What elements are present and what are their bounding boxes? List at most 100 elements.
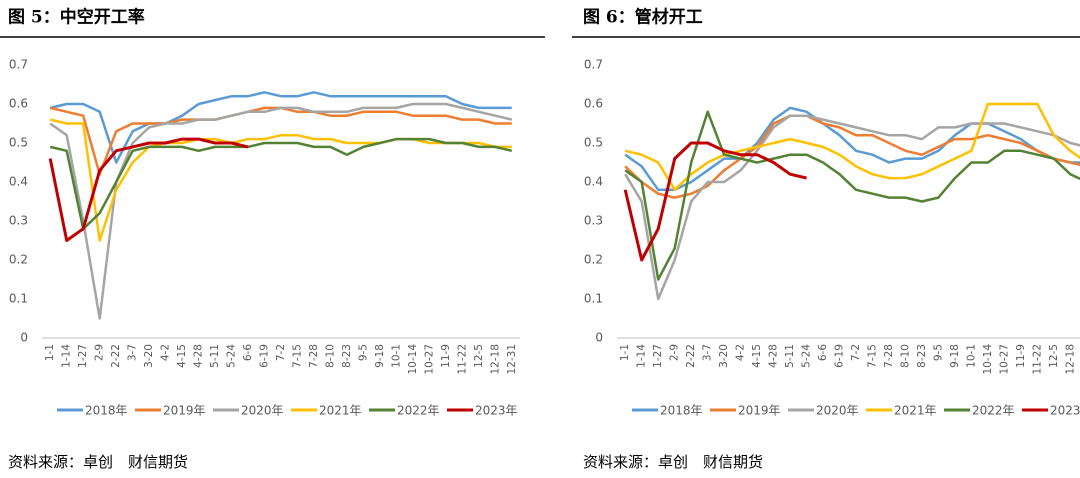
x-tick-label: 12-5 [1048, 344, 1060, 368]
legend-label: 2023年 [1050, 404, 1080, 418]
x-tick-label: 4-2 [160, 344, 172, 361]
y-tick-label: 0.1 [9, 292, 28, 306]
legend-label: 2022年 [972, 404, 1015, 418]
y-tick-label: 0.6 [9, 97, 28, 111]
y-tick-label: 0.7 [9, 58, 28, 72]
x-tick-label: 11-9 [440, 344, 452, 368]
source-note: 资料来源：卓创 财信期货 [583, 453, 763, 471]
series-line [49, 137, 513, 231]
legend-label: 2023年 [475, 404, 518, 418]
series-line [623, 141, 807, 262]
x-tick-label: 9-18 [374, 344, 386, 368]
x-tick-label: 5-11 [784, 344, 796, 368]
x-tick-label: 7-28 [308, 344, 320, 368]
legend-label: 2021年 [894, 404, 937, 418]
x-tick-label: 8-10 [324, 344, 336, 368]
x-tick-label: 8-23 [341, 344, 353, 368]
x-tick-label: 6-6 [817, 344, 829, 361]
x-tick-label: 10-14 [407, 344, 419, 375]
x-tick-label: 11-22 [456, 344, 468, 375]
y-tick-label: 0 [595, 331, 603, 345]
y-tick-label: 0.7 [584, 58, 603, 72]
legend-label: 2018年 [660, 404, 703, 418]
y-tick-label: 0.4 [584, 175, 603, 189]
x-tick-label: 5-11 [209, 344, 221, 368]
x-tick-label: 2-22 [110, 344, 122, 368]
x-tick-label: 7-15 [291, 344, 303, 368]
x-tick-label: 5-24 [801, 344, 813, 368]
x-tick-label: 2-9 [94, 344, 106, 361]
legend-label: 2018年 [85, 404, 128, 418]
series-line [624, 110, 1080, 281]
series-line [49, 102, 513, 320]
x-tick-label: 6-6 [242, 344, 254, 361]
y-tick-label: 0.1 [584, 292, 603, 306]
x-tick-label: 4-2 [735, 344, 747, 361]
x-tick-label: 4-28 [193, 344, 205, 368]
x-tick-label: 9-18 [949, 344, 961, 368]
x-tick-label: 11-22 [1031, 344, 1043, 375]
x-tick-label: 1-14 [636, 344, 648, 368]
series-line [624, 106, 1080, 192]
y-tick-label: 0.2 [9, 253, 28, 267]
chart-title: 图 5：中空开工率 [8, 7, 145, 28]
x-tick-label: 12-18 [489, 344, 501, 375]
series-line [48, 137, 249, 242]
x-tick-label: 8-10 [899, 344, 911, 368]
x-tick-label: 9-5 [357, 344, 369, 361]
legend-label: 2020年 [241, 404, 284, 418]
legend-label: 2019年 [163, 404, 206, 418]
x-tick-label: 10-1 [965, 344, 977, 368]
legend-label: 2021年 [319, 404, 362, 418]
x-tick-label: 5-24 [226, 344, 238, 368]
y-tick-label: 0 [20, 331, 28, 345]
x-tick-label: 12-5 [473, 344, 485, 368]
series-line [624, 114, 1080, 301]
x-tick-label: 1-1 [44, 344, 56, 361]
x-tick-label: 6-19 [259, 344, 271, 368]
x-tick-label: 6-19 [834, 344, 846, 368]
x-tick-label: 4-28 [768, 344, 780, 368]
x-tick-label: 7-2 [275, 344, 287, 361]
x-tick-label: 7-28 [883, 344, 895, 368]
x-tick-label: 1-1 [619, 344, 631, 361]
x-tick-label: 4-15 [176, 344, 188, 368]
x-tick-label: 12-18 [1064, 344, 1076, 375]
x-tick-label: 7-15 [866, 344, 878, 368]
y-tick-label: 0.3 [584, 214, 603, 228]
legend-label: 2022年 [397, 404, 440, 418]
x-tick-label: 3-20 [718, 344, 730, 368]
x-tick-label: 7-2 [850, 344, 862, 361]
x-tick-label: 3-7 [127, 344, 139, 361]
series-line [49, 91, 512, 164]
x-tick-label: 10-14 [982, 344, 994, 375]
series-line [49, 118, 512, 242]
x-tick-label: 9-5 [932, 344, 944, 361]
y-tick-label: 0.2 [584, 253, 603, 267]
x-tick-label: 8-23 [916, 344, 928, 368]
series-line [624, 102, 1080, 192]
y-tick-label: 0.5 [9, 136, 28, 150]
x-tick-label: 10-27 [423, 344, 435, 375]
x-tick-label: 2-22 [685, 344, 697, 368]
source-note: 资料来源：卓创 财信期货 [8, 453, 188, 471]
legend-label: 2020年 [816, 404, 859, 418]
x-tick-label: 3-7 [702, 344, 714, 361]
chart-title: 图 6：管材开工 [583, 7, 703, 28]
x-tick-label: 10-27 [998, 344, 1010, 375]
x-tick-label: 11-9 [1015, 344, 1027, 368]
x-tick-label: 2-9 [669, 344, 681, 361]
x-tick-label: 1-27 [652, 344, 664, 368]
y-tick-label: 0.5 [584, 136, 603, 150]
y-tick-label: 0.3 [9, 214, 28, 228]
x-tick-label: 10-1 [390, 344, 402, 368]
x-tick-label: 1-14 [61, 344, 73, 368]
x-tick-label: 12-31 [506, 344, 518, 375]
x-tick-label: 4-15 [751, 344, 763, 368]
y-tick-label: 0.4 [9, 175, 28, 189]
x-tick-label: 3-20 [143, 344, 155, 368]
y-tick-label: 0.6 [584, 97, 603, 111]
x-tick-label: 1-27 [77, 344, 89, 368]
legend-label: 2019年 [738, 404, 781, 418]
